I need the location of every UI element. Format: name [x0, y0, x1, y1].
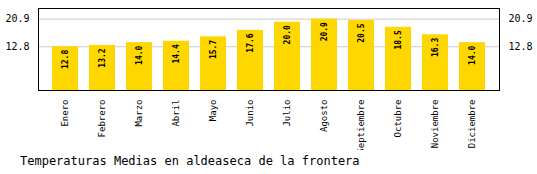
svg-text:Junio: Junio [245, 100, 255, 127]
svg-text:Agosto: Agosto [319, 100, 329, 133]
html-text:Temperaturas Medias en aldease: Temperaturas Medias en aldeaseca de la f… [20, 154, 360, 168]
svg-text:14.0: 14.0 [468, 45, 477, 64]
svg-text:Abril: Abril [171, 100, 181, 127]
svg-text:Mayo: Mayo [208, 100, 218, 122]
svg-text:12.8: 12.8 [509, 41, 533, 52]
svg-text:Marzo: Marzo [134, 100, 144, 127]
svg-text:Enero: Enero [60, 100, 70, 127]
svg-text:20.9: 20.9 [509, 13, 533, 24]
svg-text:16.3: 16.3 [431, 38, 440, 57]
svg-text:20.9: 20.9 [5, 13, 29, 24]
svg-text:Febrero: Febrero [97, 100, 107, 138]
svg-text:14.0: 14.0 [135, 45, 144, 64]
svg-text:18.5: 18.5 [394, 30, 403, 49]
svg-text:12.8: 12.8 [61, 50, 70, 69]
svg-text:14.4: 14.4 [172, 44, 181, 63]
svg-text:Julio: Julio [282, 100, 292, 127]
svg-text:20.9: 20.9 [320, 22, 329, 41]
svg-text:Septiembre: Septiembre [356, 100, 366, 151]
svg-text:12.8: 12.8 [5, 41, 29, 52]
svg-text:13.2: 13.2 [98, 48, 107, 67]
svg-text:15.7: 15.7 [209, 40, 218, 59]
svg-text:Octubre: Octubre [393, 100, 403, 138]
svg-text:20.0: 20.0 [283, 25, 292, 44]
svg-text:20.5: 20.5 [357, 23, 366, 42]
svg-text:17.6: 17.6 [246, 33, 255, 52]
svg-text:Noviembre: Noviembre [430, 100, 440, 149]
svg-text:Diciembre: Diciembre [467, 100, 477, 149]
